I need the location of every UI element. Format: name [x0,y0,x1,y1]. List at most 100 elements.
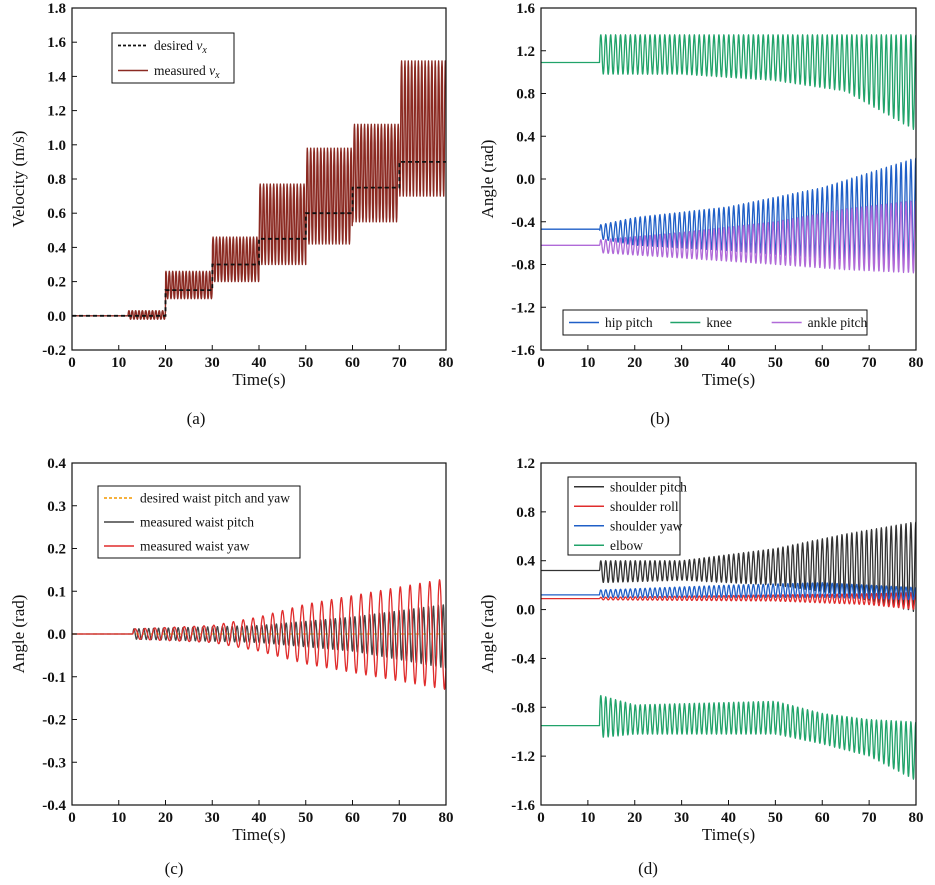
x-tick-label: 20 [627,355,642,371]
y-tick-label: 0.4 [516,129,535,145]
legend-label: ankle pitch [808,315,868,330]
x-axis-title: Time(s) [702,825,755,844]
legend: shoulder pitch shoulder roll shoulder yaw e… [567,476,687,556]
x-tick-label: 0 [68,810,76,826]
y-tick-label: 1.2 [516,44,535,60]
x-tick-label: 70 [392,355,407,371]
y-tick-label: 0.4 [47,240,66,256]
y-tick-label: 0.8 [516,87,535,103]
legend-label: shoulder roll [610,499,679,514]
y-tick-label: -0.2 [42,343,66,359]
x-tick-label: 80 [439,355,454,371]
series-line-shoulder-yaw [541,582,916,601]
y-tick-label: -0.3 [42,755,66,771]
y-tick-label: -0.8 [511,258,535,274]
series-line-shoulder-roll [541,591,916,610]
x-tick-label: 30 [205,355,220,371]
y-tick-label: 0.4 [516,554,535,570]
x-tick-label: 0 [537,810,545,826]
y-tick-label: -0.4 [42,798,66,814]
y-tick-label: -1.2 [511,749,535,765]
legend-box [111,32,235,84]
y-tick-label: 0.2 [47,542,66,558]
series-line-ankle-pitch [541,200,916,274]
y-tick-label: 1.6 [516,1,535,17]
y-tick-label: -1.6 [511,343,535,359]
y-tick-label: 0.0 [47,627,66,643]
y-tick-label: 0.0 [47,309,66,325]
panel-b: 0 10 20 30 40 50 60 70 80 -1.6 -1.2 -0.8 -0.4 0.0 0.4 0… [478,1,924,428]
y-tick-label: 0.6 [47,206,66,222]
y-tick-label: 0.2 [47,275,66,291]
legend-label: desired vx [154,38,207,56]
y-tick-label: 0.8 [47,172,66,188]
y-tick-label: 0.0 [516,172,535,188]
series-line-measured-waist-pitch [72,604,446,669]
y-tick-label: 0.3 [47,499,66,515]
x-axis-title: Time(s) [702,370,755,389]
y-tick-label: -0.2 [42,713,66,729]
legend-label: measured waist pitch [140,515,254,530]
x-tick-label: 20 [158,355,173,371]
x-tick-label: 50 [768,355,783,371]
x-tick-label: 30 [674,355,689,371]
y-tick-label: 1.6 [47,35,66,51]
panel-label: (b) [650,409,670,428]
x-tick-label: 50 [298,355,313,371]
y-tick-label: -0.8 [511,700,535,716]
y-tick-label: 0.8 [516,505,535,521]
x-tick-label: 30 [674,810,689,826]
series-line-measured [72,60,446,320]
series-line-shoulder-pitch [541,521,916,613]
x-axis-title: Time(s) [232,825,285,844]
x-tick-label: 80 [439,810,454,826]
y-tick-label: 0.0 [516,603,535,619]
legend-label: measured waist yaw [140,539,250,554]
y-tick-label: -0.4 [511,215,535,231]
x-tick-label: 40 [252,810,267,826]
x-tick-label: 40 [721,355,736,371]
y-tick-label: -1.6 [511,798,535,814]
y-tick-label: 1.2 [516,456,535,472]
legend: desired vx measured vx [111,32,235,84]
x-tick-label: 30 [205,810,220,826]
y-tick-label: 1.2 [47,104,66,120]
panel-d: 0 10 20 30 40 50 60 70 80 -1.6 -1.2 -0.8 -0.4 0.0 0.4 0… [478,456,924,878]
y-axis-title: Angle (rad) [478,140,497,219]
series-line-knee [541,34,916,131]
y-axis-title: Velocity (m/s) [9,131,28,228]
x-tick-label: 40 [252,355,267,371]
x-tick-label: 60 [815,355,830,371]
x-tick-label: 60 [345,355,360,371]
x-tick-label: 50 [298,810,313,826]
y-tick-label: 1.0 [47,138,66,154]
x-tick-label: 70 [392,810,407,826]
x-tick-label: 10 [111,810,126,826]
x-tick-label: 80 [909,810,924,826]
y-tick-label: 0.4 [47,456,66,472]
x-tick-label: 10 [111,355,126,371]
legend-label: desired waist pitch and yaw [140,491,290,506]
x-tick-label: 70 [862,355,877,371]
legend-label: shoulder pitch [610,479,687,494]
x-tick-label: 0 [68,355,76,371]
plot-frame [540,7,917,351]
y-tick-label: 1.8 [47,1,66,17]
y-tick-label: 1.4 [47,69,66,85]
legend: desired waist pitch and yaw measured wais… [97,485,301,559]
panel-label: (c) [165,859,184,878]
legend-box [567,476,681,556]
legend-label: elbow [610,538,643,553]
legend-label: measured vx [154,63,220,81]
y-tick-label: 0.1 [47,584,66,600]
x-tick-label: 60 [345,810,360,826]
y-tick-label: -0.1 [42,670,66,686]
y-tick-label: -1.2 [511,300,535,316]
legend-box [562,309,868,336]
panel-label: (d) [638,859,658,878]
panel-label: (a) [187,409,206,428]
panel-a: 0 10 20 30 40 50 60 70 80 -0.2 0.0 0.2 0.4 0.6 0.8 1.0 1… [9,1,454,428]
x-tick-label: 70 [862,810,877,826]
x-tick-label: 10 [580,810,595,826]
y-axis-title: Angle (rad) [478,595,497,674]
